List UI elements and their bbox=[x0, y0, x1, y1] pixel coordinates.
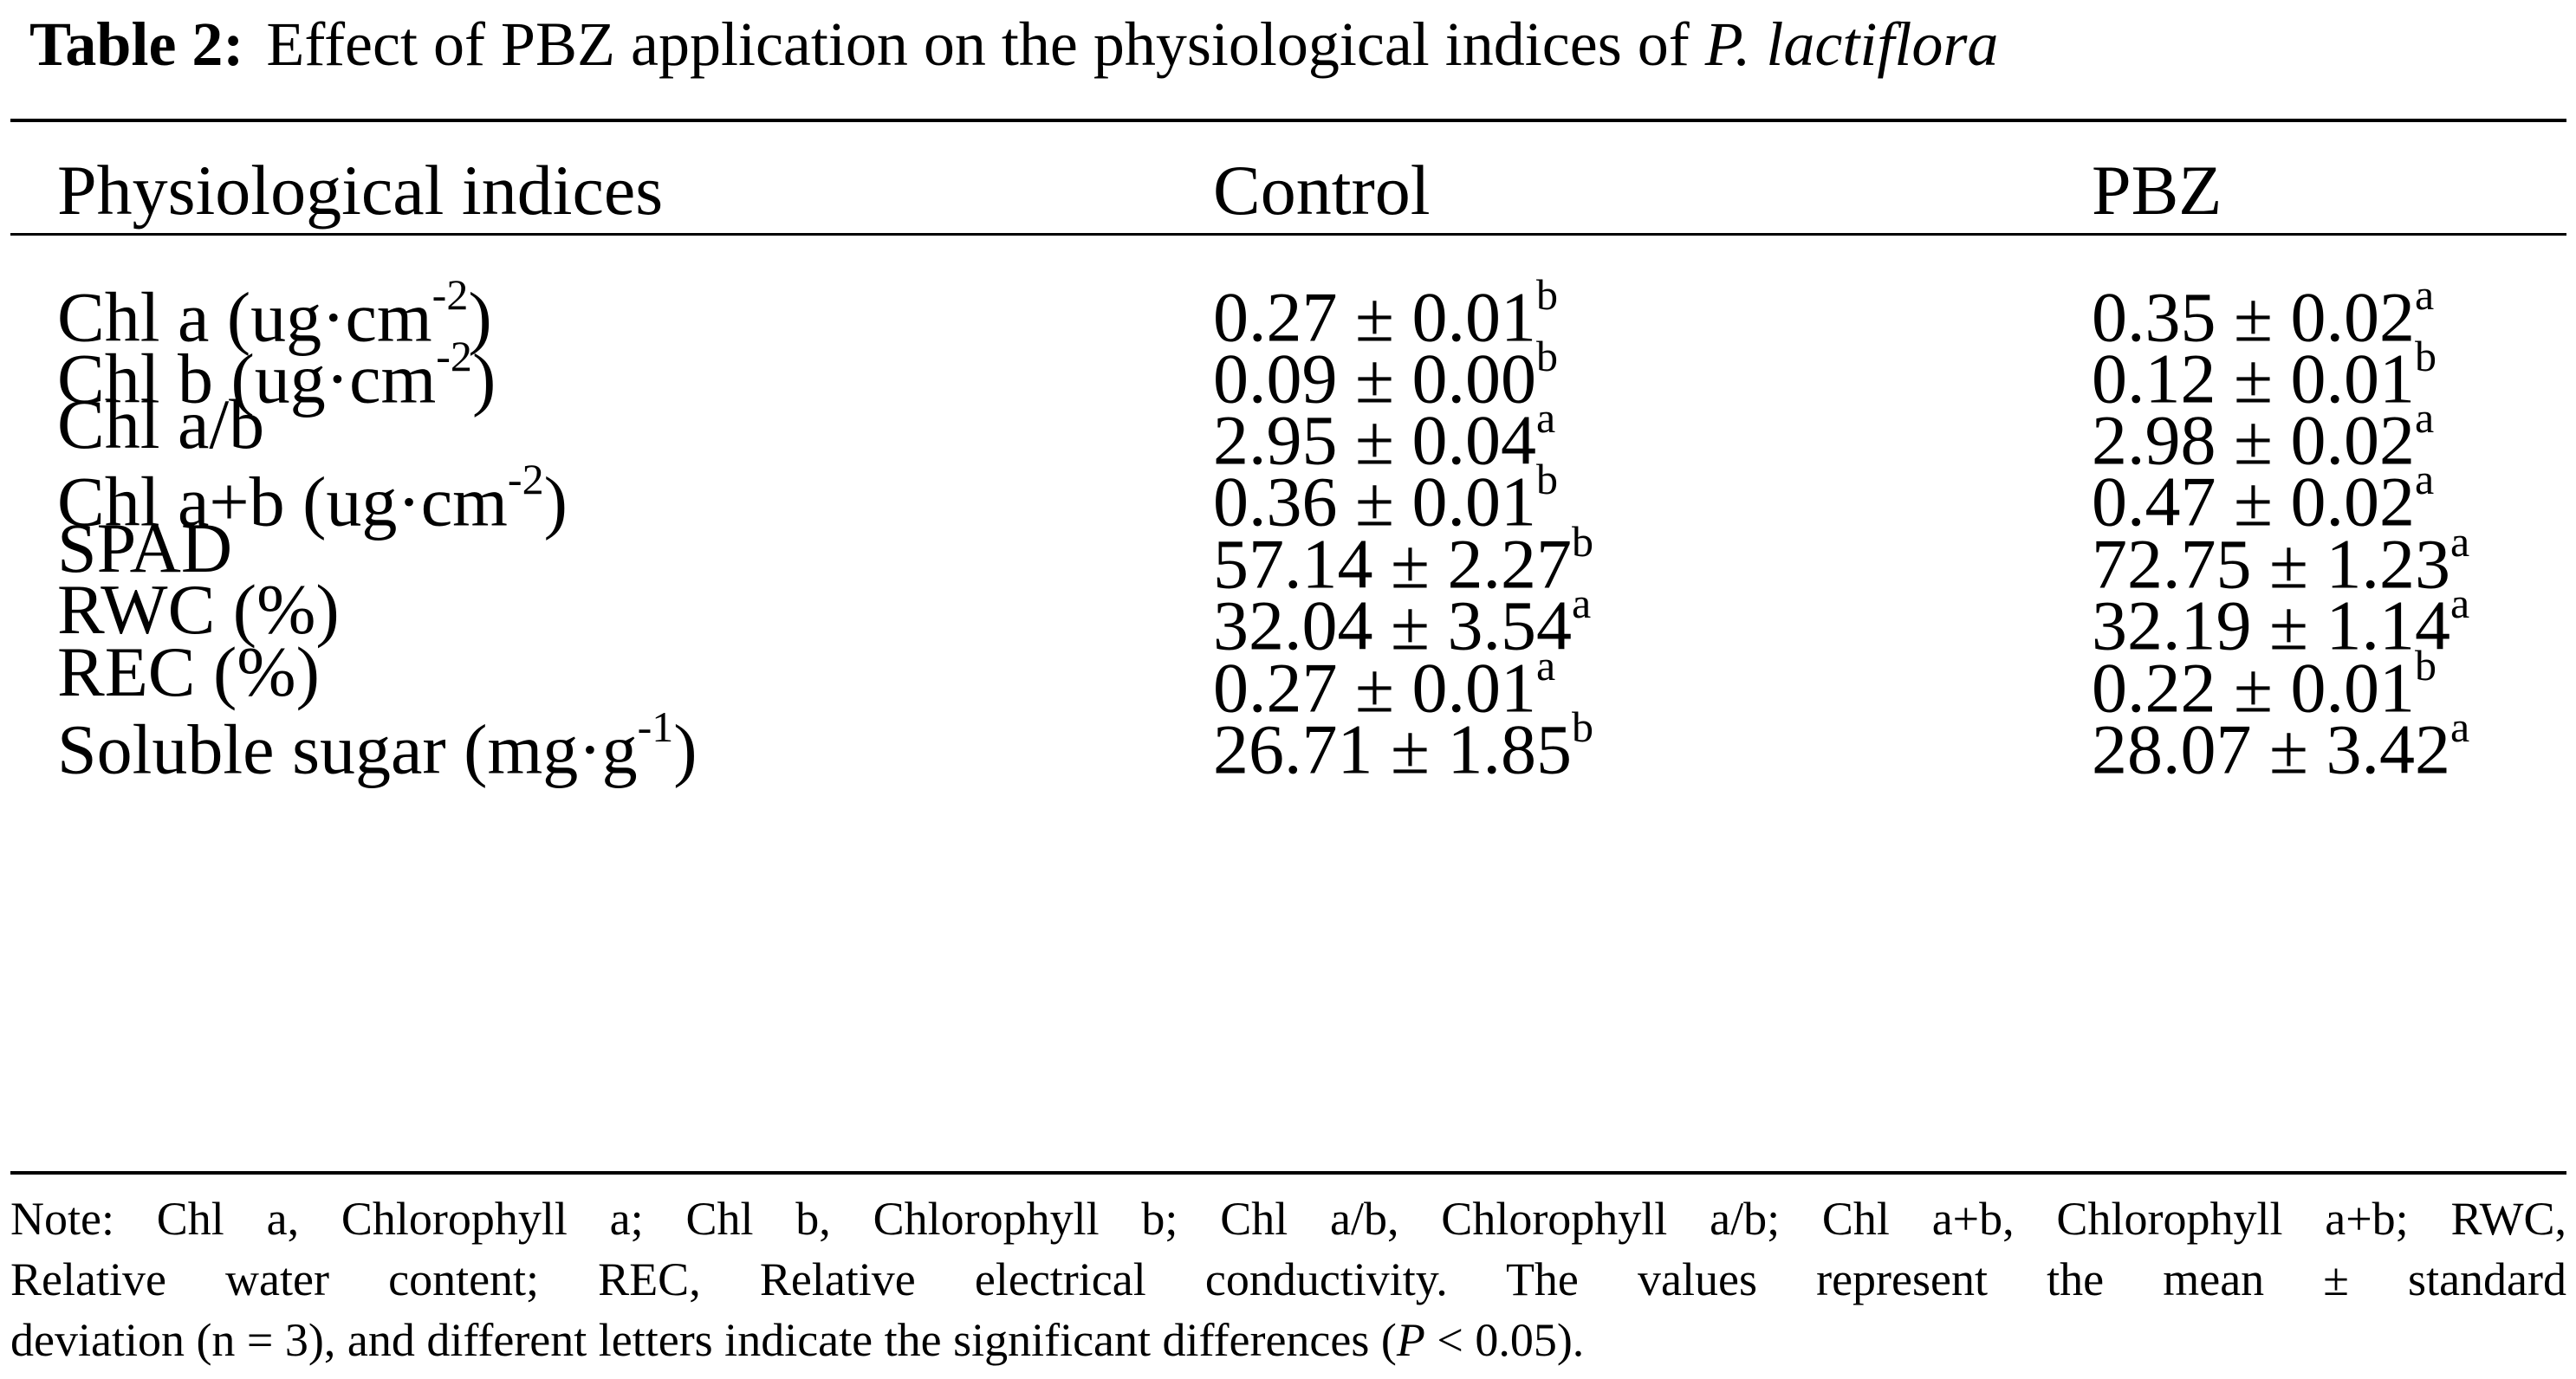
cell-text: Chl a/b bbox=[57, 385, 265, 463]
cell-text: 32.04 ± 3.54 bbox=[1213, 586, 1573, 665]
significance-letter: a bbox=[2415, 393, 2435, 442]
cell-text: 0.27 ± 0.01 bbox=[1213, 277, 1537, 357]
cell-text: ) bbox=[543, 462, 568, 541]
table-header-rule bbox=[10, 233, 2566, 236]
significance-letter: a bbox=[2415, 455, 2435, 503]
row-index: Chl a (ug·cm-2) bbox=[57, 258, 492, 360]
cell-text: 2.95 ± 0.04 bbox=[1213, 400, 1537, 480]
row-index: SPAD bbox=[57, 505, 232, 592]
note-text: deviation (n = 3), and different letters… bbox=[10, 1314, 1397, 1366]
significance-letter: b bbox=[1536, 455, 1559, 503]
cell-text: 0.22 ± 0.01 bbox=[2092, 648, 2416, 728]
significance-letter: a bbox=[2450, 702, 2470, 751]
significance-letter: a bbox=[1572, 579, 1592, 627]
cell-text: 0.09 ± 0.00 bbox=[1213, 339, 1537, 418]
header-physiological-indices: Physiological indices bbox=[57, 151, 664, 230]
significance-letter: a bbox=[1536, 393, 1556, 442]
cell-text: 26.71 ± 1.85 bbox=[1213, 709, 1573, 789]
significance-letter: a bbox=[1536, 641, 1556, 690]
row-pbz-value: 0.47 ± 0.02a bbox=[2092, 443, 2434, 545]
cell-text: Soluble sugar (mg·g bbox=[57, 709, 638, 789]
cell-text: 0.47 ± 0.02 bbox=[2092, 462, 2416, 541]
significance-letter: a bbox=[2450, 517, 2470, 566]
significance-letter: b bbox=[1572, 517, 1594, 566]
cell-text: 0.36 ± 0.01 bbox=[1213, 462, 1537, 541]
header-pbz: PBZ bbox=[2092, 151, 2222, 230]
significance-letter: b bbox=[1572, 702, 1594, 751]
cell-text: 0.35 ± 0.02 bbox=[2092, 277, 2416, 357]
cell-text: ) bbox=[673, 709, 698, 789]
unit-exponent: -2 bbox=[436, 332, 472, 380]
row-pbz-value: 0.12 ± 0.01b bbox=[2092, 320, 2436, 422]
header-control: Control bbox=[1213, 151, 1431, 230]
table-bottom-rule bbox=[10, 1171, 2566, 1175]
unit-exponent: -1 bbox=[637, 702, 674, 751]
note-line: Note: Chl a, Chlorophyll a; Chl b, Chlor… bbox=[10, 1193, 2566, 1245]
row-control-value: 0.09 ± 0.00b bbox=[1213, 320, 1558, 422]
table-caption: Table 2: Effect of PBZ application on the… bbox=[29, 5, 2560, 83]
row-index: REC (%) bbox=[57, 629, 320, 715]
significance-letter: a bbox=[2450, 579, 2470, 627]
significance-letter: b bbox=[2415, 332, 2437, 380]
table-caption-text: Effect of PBZ application on the physiol… bbox=[266, 10, 1690, 79]
row-control-value: 0.36 ± 0.01b bbox=[1213, 443, 1558, 545]
unit-exponent: -2 bbox=[431, 270, 469, 319]
cell-text: 32.19 ± 1.14 bbox=[2092, 586, 2451, 665]
row-index: Soluble sugar (mg·g-1) bbox=[57, 690, 698, 793]
cell-text: Chl b (ug·cm bbox=[57, 339, 437, 418]
note-line: deviation (n = 3), and different letters… bbox=[10, 1310, 2566, 1370]
significance-letter: b bbox=[2415, 641, 2437, 690]
cell-text: ) bbox=[471, 339, 496, 418]
cell-text: 2.98 ± 0.02 bbox=[2092, 400, 2416, 480]
significance-letter: b bbox=[1536, 270, 1559, 319]
cell-text: RWC (%) bbox=[57, 570, 340, 649]
table-caption-species: P. lactiflora bbox=[1704, 10, 1999, 79]
row-index: Chl a+b (ug·cm-2) bbox=[57, 443, 568, 545]
cell-text: REC (%) bbox=[57, 632, 320, 711]
row-control-value: 0.27 ± 0.01a bbox=[1213, 629, 1555, 731]
row-pbz-value: 28.07 ± 3.42a bbox=[2092, 690, 2469, 793]
cell-text: 57.14 ± 2.27 bbox=[1213, 524, 1573, 604]
cell-text: ) bbox=[468, 277, 492, 357]
row-pbz-value: 32.19 ± 1.14a bbox=[2092, 566, 2469, 669]
note-text: < 0.05). bbox=[1424, 1314, 1585, 1366]
cell-text: Chl a+b (ug·cm bbox=[57, 462, 508, 541]
row-index: Chl a/b bbox=[57, 381, 264, 468]
table-caption-label: Table 2: bbox=[29, 10, 244, 79]
row-pbz-value: 2.98 ± 0.02a bbox=[2092, 381, 2434, 483]
row-control-value: 32.04 ± 3.54a bbox=[1213, 566, 1591, 669]
row-control-value: 57.14 ± 2.27b bbox=[1213, 505, 1593, 607]
significance-letter: b bbox=[1536, 332, 1559, 380]
cell-text: 72.75 ± 1.23 bbox=[2092, 524, 2451, 604]
cell-text: 0.27 ± 0.01 bbox=[1213, 648, 1537, 728]
unit-exponent: -2 bbox=[507, 455, 544, 503]
row-index: RWC (%) bbox=[57, 566, 340, 653]
cell-text: Chl a (ug·cm bbox=[57, 277, 432, 357]
row-index: Chl b (ug·cm-2) bbox=[57, 320, 496, 422]
row-control-value: 2.95 ± 0.04a bbox=[1213, 381, 1555, 483]
table-top-rule bbox=[10, 119, 2566, 122]
cell-text: SPAD bbox=[57, 508, 233, 587]
cell-text: 28.07 ± 3.42 bbox=[2092, 709, 2451, 789]
row-pbz-value: 72.75 ± 1.23a bbox=[2092, 505, 2469, 607]
row-pbz-value: 0.35 ± 0.02a bbox=[2092, 258, 2434, 360]
cell-text: 0.12 ± 0.01 bbox=[2092, 339, 2416, 418]
table-note: Note: Chl a, Chlorophyll a; Chl b, Chlor… bbox=[10, 1188, 2566, 1370]
row-control-value: 0.27 ± 0.01b bbox=[1213, 258, 1558, 360]
note-line: Relative water content; REC, Relative el… bbox=[10, 1253, 2566, 1305]
note-p-symbol: P bbox=[1396, 1314, 1425, 1366]
row-pbz-value: 0.22 ± 0.01b bbox=[2092, 629, 2436, 731]
significance-letter: a bbox=[2415, 270, 2435, 319]
row-control-value: 26.71 ± 1.85b bbox=[1213, 690, 1593, 793]
